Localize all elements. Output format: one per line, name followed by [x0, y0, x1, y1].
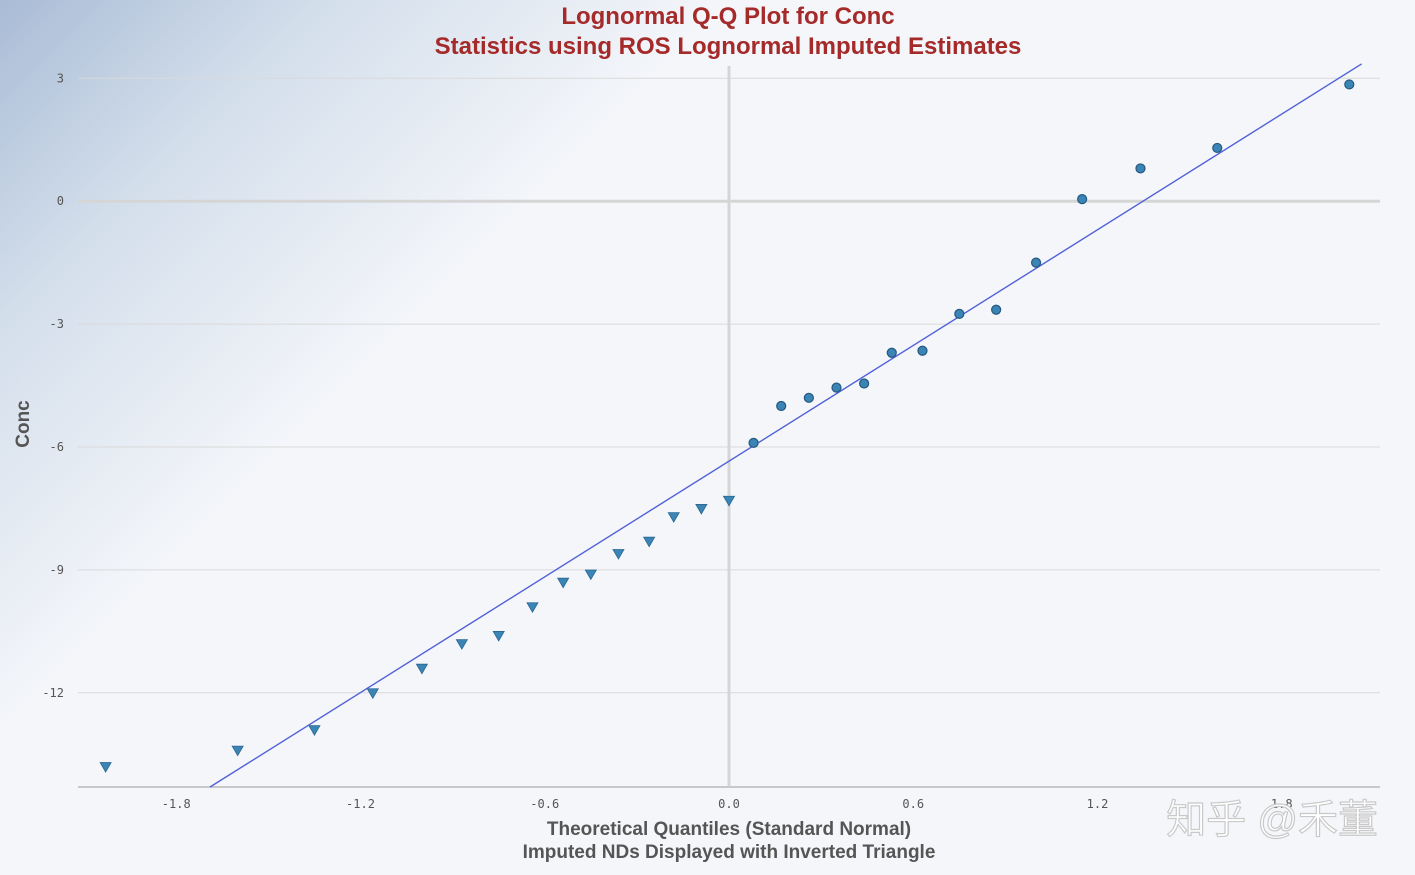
x-axis-label: Theoretical Quantiles (Standard Normal): [547, 819, 911, 840]
x-tick-label: 0.0: [718, 797, 740, 811]
imputed-nd-point: [366, 688, 379, 700]
x-tick-label: 1.8: [1271, 797, 1293, 811]
imputed-nd-point: [695, 504, 708, 515]
x-tick-label: -0.6: [530, 797, 559, 811]
imputed-nd-point: [526, 602, 539, 614]
detected-point: [831, 382, 842, 393]
x-tick-label: 1.2: [1087, 797, 1109, 811]
imputed-nd-point: [99, 762, 112, 773]
imputed-nd-point: [612, 549, 625, 560]
detected-point: [1135, 163, 1146, 174]
detected-point: [859, 378, 870, 389]
imputed-nd-point: [415, 663, 429, 675]
fit-line: [209, 63, 1362, 788]
imputed-nd-point: [642, 536, 656, 548]
axes: [78, 66, 1380, 788]
x-tick-label: -1.8: [162, 797, 191, 811]
detected-point: [1344, 79, 1355, 90]
y-tick-label: -12: [42, 686, 64, 700]
imputed-nd-point: [722, 495, 736, 507]
detected-point: [917, 345, 928, 356]
imputed-nd-point: [584, 569, 598, 581]
detected-point: [991, 304, 1002, 315]
chart-title: Lognormal Q-Q Plot for Conc: [561, 3, 894, 30]
imputed-nd-point: [492, 631, 505, 642]
x-tick-label: -1.2: [346, 797, 375, 811]
data-points: [99, 79, 1355, 773]
imputed-nd-point: [231, 745, 244, 757]
watermark: 知乎 @禾董: [1166, 798, 1378, 842]
y-tick-label: -3: [50, 317, 64, 331]
y-tick-label: 0: [57, 194, 64, 208]
fit-line-layer: [209, 63, 1362, 788]
chart-subtitle: Statistics using ROS Lognormal Imputed E…: [435, 33, 1022, 60]
detected-point: [886, 347, 897, 358]
detected-point: [776, 400, 787, 412]
x-axis-sublabel: Imputed NDs Displayed with Inverted Tria…: [523, 842, 936, 863]
imputed-nd-point: [308, 725, 321, 736]
detected-point: [803, 392, 814, 403]
tick-labels: 3 0 -3 -6 -9 -12 -1.8 -1.2 -0.6 0.0 0.6 1.2 1.8: [42, 71, 1292, 811]
x-tick-label: 0.6: [902, 797, 924, 811]
y-tick-label: 3: [57, 71, 64, 85]
detected-point: [1077, 194, 1088, 205]
y-axis-label: Conc: [13, 400, 34, 448]
y-tick-label: -6: [50, 440, 64, 454]
imputed-nd-point: [667, 512, 680, 523]
imputed-nd-point: [455, 639, 469, 650]
detected-point: [1212, 142, 1223, 154]
detected-point: [748, 437, 759, 448]
y-tick-label: -9: [50, 563, 64, 577]
detected-point: [1030, 257, 1042, 268]
imputed-nd-point: [556, 577, 570, 589]
detected-point: [954, 308, 965, 319]
